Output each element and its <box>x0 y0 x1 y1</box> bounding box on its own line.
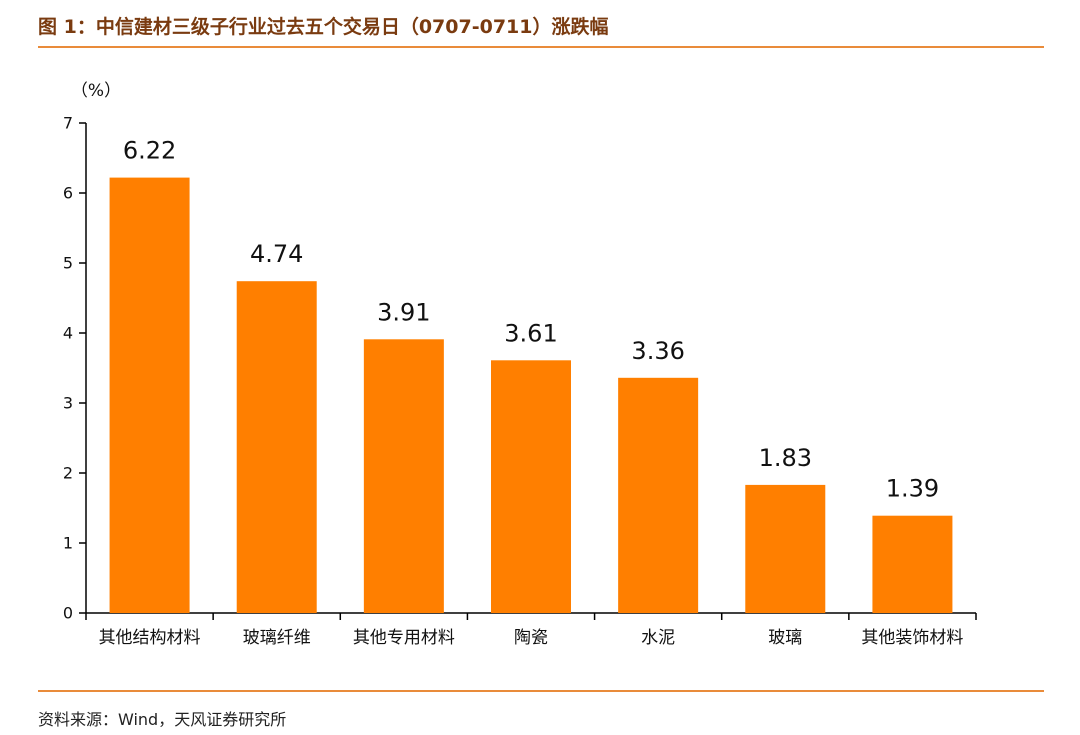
bar-value-label: 1.39 <box>886 475 939 503</box>
category-label: 玻璃纤维 <box>243 628 311 648</box>
bar <box>236 281 317 613</box>
y-tick-label: 4 <box>63 324 73 343</box>
y-tick-label: 3 <box>63 394 73 413</box>
bar-value-label: 4.74 <box>250 240 303 268</box>
y-tick-label: 2 <box>63 464 73 483</box>
category-label: 陶瓷 <box>514 628 548 648</box>
bar <box>745 484 826 613</box>
bar-value-label: 6.22 <box>123 137 176 165</box>
category-label: 水泥 <box>641 628 675 648</box>
bar-value-label: 3.91 <box>377 298 430 326</box>
top-rule <box>38 46 1044 48</box>
category-label: 其他装饰材料 <box>861 628 963 648</box>
figure-title: 图 1：中信建材三级子行业过去五个交易日（0707-0711）涨跌幅 <box>38 16 609 38</box>
source-note: 资料来源：Wind，天风证券研究所 <box>38 710 287 729</box>
category-label: 其他结构材料 <box>99 628 201 648</box>
bar-chart: （%） 0 1 2 3 4 5 6 7 6.22 其他结构材料 4.74 玻璃纤维 3.91 其他专用材料 3… <box>63 81 977 648</box>
bar <box>109 177 190 613</box>
bar <box>872 515 953 613</box>
bar <box>491 360 571 613</box>
category-label: 玻璃 <box>768 628 802 648</box>
y-axis-unit-label: （%） <box>71 81 121 101</box>
y-tick-label: 1 <box>63 534 73 553</box>
y-tick-label: 0 <box>63 604 73 623</box>
bottom-rule <box>38 690 1044 692</box>
bar <box>363 339 444 613</box>
bar <box>618 377 699 613</box>
bar-value-label: 3.61 <box>504 319 557 347</box>
bar-value-label: 1.83 <box>759 444 812 472</box>
category-label: 其他专用材料 <box>353 628 455 648</box>
y-tick-label: 5 <box>63 254 73 273</box>
y-tick-label: 6 <box>63 184 73 203</box>
y-tick-label: 7 <box>63 114 73 133</box>
bar-value-label: 3.36 <box>631 337 684 365</box>
